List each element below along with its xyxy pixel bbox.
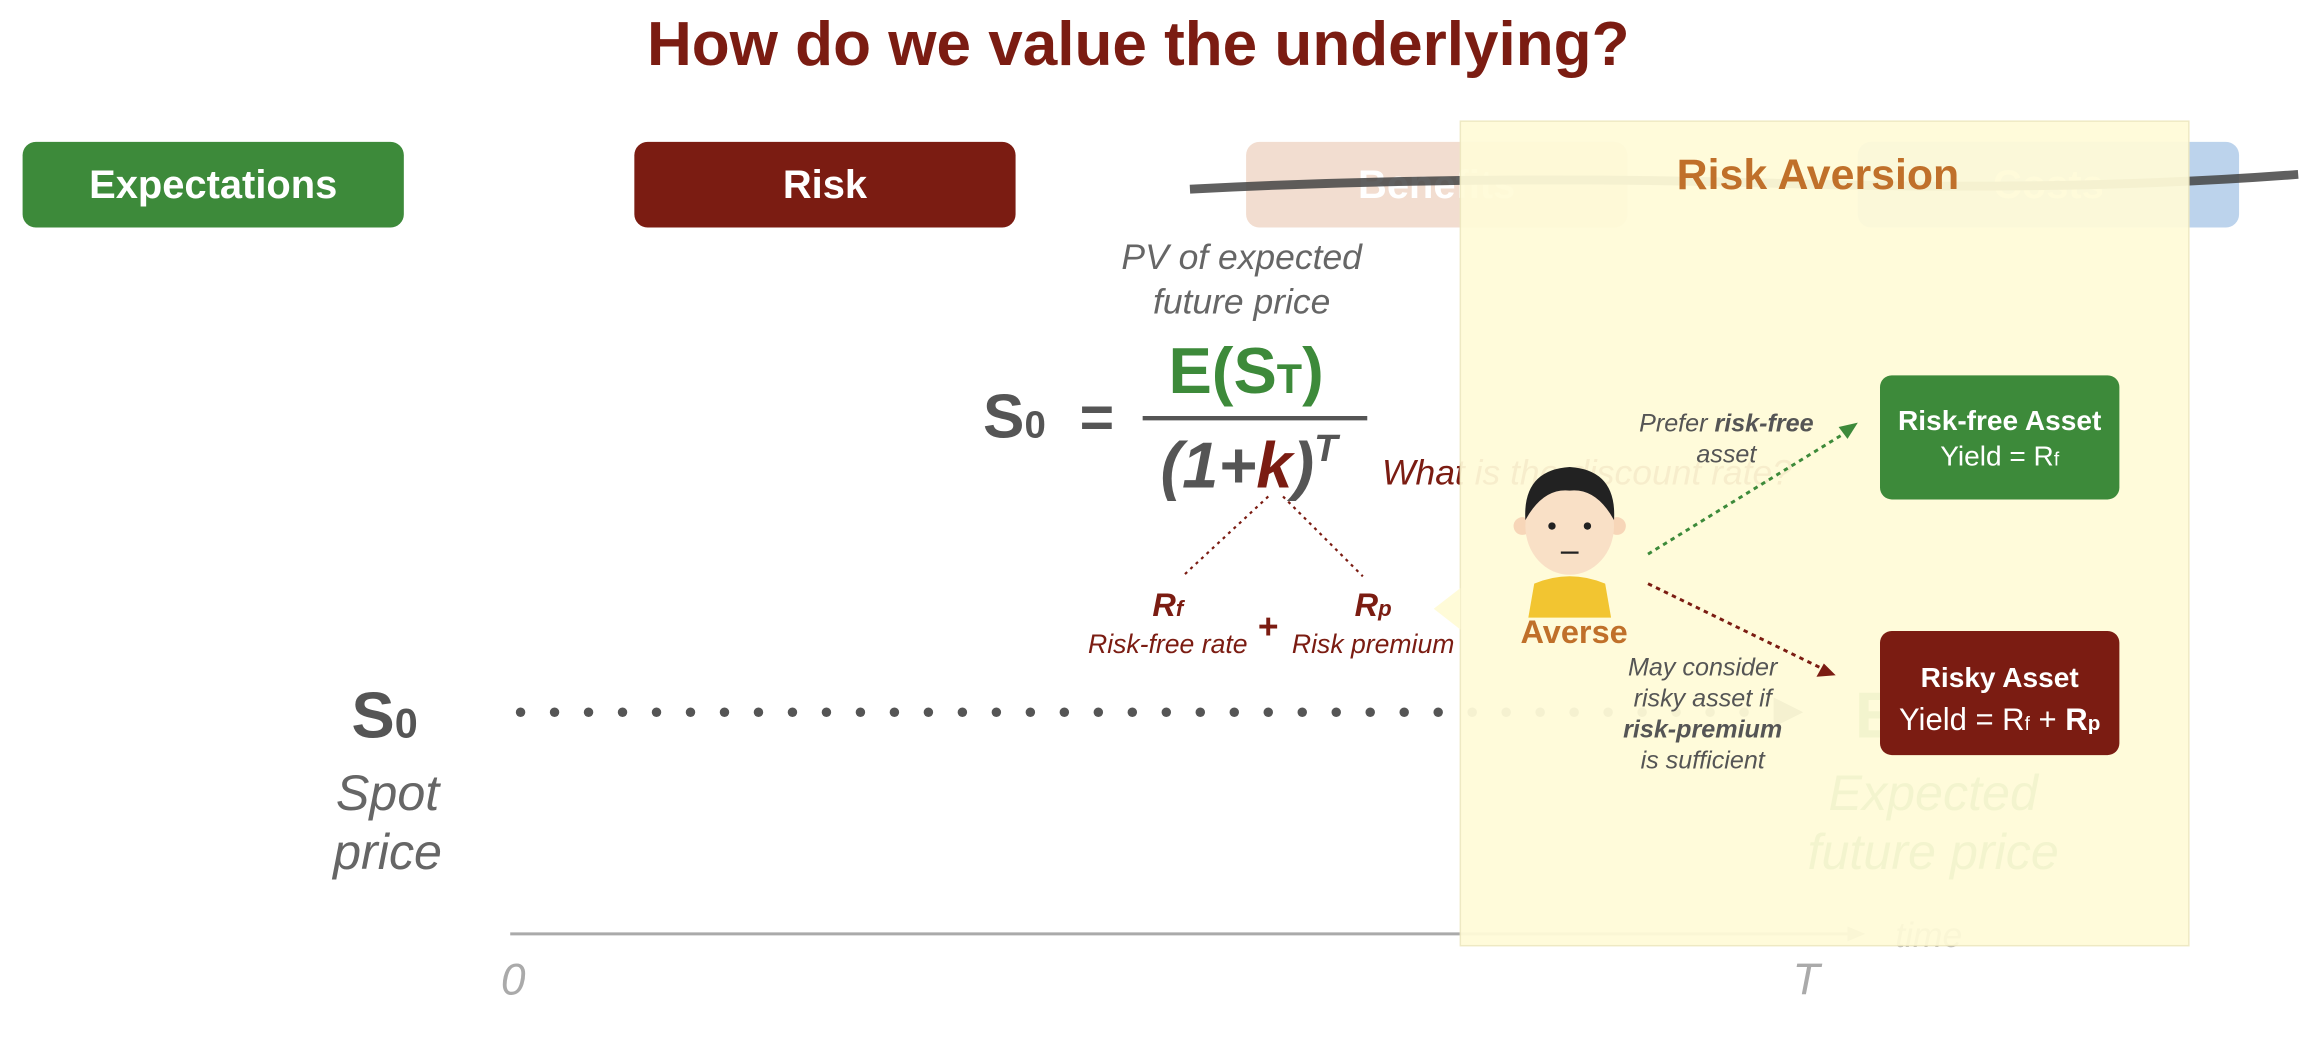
axis-end: T bbox=[1793, 955, 1823, 1004]
equals: = bbox=[1080, 383, 1115, 450]
denominator: (1+k)T bbox=[1161, 427, 1342, 502]
sub: 0 bbox=[1024, 403, 1045, 446]
sub: 0 bbox=[395, 700, 418, 746]
formula-lhs: S0 bbox=[983, 382, 1046, 451]
rf-label: Risk-free rate bbox=[1088, 629, 1248, 659]
dot bbox=[685, 707, 696, 717]
sub: f bbox=[2025, 714, 2031, 735]
dot bbox=[583, 707, 594, 717]
dot bbox=[1161, 707, 1172, 717]
dot bbox=[787, 707, 798, 717]
dot bbox=[957, 707, 968, 717]
arrowhead bbox=[1838, 422, 1858, 439]
sub: f bbox=[1176, 596, 1186, 621]
close: ) bbox=[1302, 334, 1324, 407]
rp-label: Risk premium bbox=[1292, 629, 1454, 659]
dot bbox=[1059, 707, 1070, 717]
asset-yield: Yield = Rf bbox=[1940, 440, 2060, 471]
text: Prefer bbox=[1639, 409, 1714, 437]
dot bbox=[1025, 707, 1036, 717]
dot bbox=[1229, 707, 1239, 717]
spot-label: price bbox=[331, 824, 442, 880]
tab-label[interactable]: Risk bbox=[783, 163, 868, 207]
overlay: Risk Aversion Averse Prefer risk-free as… bbox=[1433, 120, 2190, 947]
s: S bbox=[351, 678, 394, 751]
rp: Rp bbox=[1355, 587, 1392, 623]
asset-name: Risk-free Asset bbox=[1898, 405, 2101, 436]
caption: future price bbox=[1153, 281, 1330, 321]
dot bbox=[1399, 707, 1409, 717]
dot bbox=[719, 707, 730, 717]
dot bbox=[1331, 707, 1341, 717]
text: Yield = R bbox=[1940, 440, 2054, 471]
dot bbox=[753, 707, 764, 717]
pointer bbox=[1433, 588, 1461, 630]
r: R bbox=[1152, 587, 1176, 623]
e: E(S bbox=[1168, 334, 1276, 407]
connector bbox=[1282, 495, 1364, 578]
exp: T bbox=[1314, 427, 1341, 470]
consider: May consider bbox=[1628, 653, 1779, 681]
dot bbox=[855, 707, 866, 717]
dot bbox=[1365, 707, 1375, 717]
rf: Rf bbox=[1152, 587, 1185, 623]
connector bbox=[1181, 495, 1270, 578]
arrow bbox=[1647, 430, 1849, 556]
title: How do we value the underlying? bbox=[647, 10, 1630, 79]
plus: + bbox=[1258, 606, 1279, 646]
consider: is sufficient bbox=[1641, 746, 1766, 774]
dot bbox=[1127, 707, 1138, 717]
dot bbox=[1195, 707, 1206, 717]
dot bbox=[617, 707, 628, 717]
open: (1+ bbox=[1161, 429, 1257, 502]
dot bbox=[923, 707, 934, 717]
tab[interactable] bbox=[634, 141, 1016, 228]
dot bbox=[1297, 707, 1307, 717]
s: S bbox=[983, 382, 1024, 451]
dot bbox=[991, 707, 1002, 717]
k: k bbox=[1256, 429, 1295, 502]
asset-yield: Yield = Rf + Rp bbox=[1899, 702, 2100, 737]
dot bbox=[821, 707, 832, 717]
dot bbox=[515, 707, 526, 717]
sub: p bbox=[1377, 596, 1392, 621]
r: R bbox=[1355, 587, 1379, 623]
prefer: asset bbox=[1696, 441, 1757, 469]
asset-name: Risky Asset bbox=[1921, 662, 2079, 693]
dot bbox=[651, 707, 662, 717]
persona: Averse bbox=[1521, 614, 1628, 650]
dot bbox=[1093, 707, 1104, 717]
text: R bbox=[2065, 702, 2087, 737]
overlay-title: Risk Aversion bbox=[1677, 151, 1960, 199]
text: Yield = R bbox=[1899, 702, 2025, 737]
person bbox=[1513, 466, 1626, 618]
consider: risk-premium bbox=[1623, 715, 1782, 743]
sub: f bbox=[2054, 449, 2060, 470]
dot bbox=[889, 707, 900, 717]
caption: PV of expected bbox=[1121, 237, 1363, 277]
sub: p bbox=[2088, 712, 2101, 735]
text: + bbox=[2030, 702, 2065, 737]
tab-label[interactable]: Expectations bbox=[89, 163, 337, 207]
spot-label: Spot bbox=[336, 765, 441, 821]
arrowhead bbox=[1816, 663, 1836, 677]
asset-box bbox=[1880, 630, 2120, 756]
dot bbox=[1433, 707, 1443, 717]
prefer: Prefer risk-free bbox=[1639, 409, 1813, 437]
consider: risky asset if bbox=[1634, 684, 1775, 712]
dot bbox=[549, 707, 560, 717]
numerator: E(ST) bbox=[1168, 334, 1323, 407]
spot: S0 bbox=[351, 678, 417, 751]
sub: T bbox=[1277, 356, 1302, 402]
emphasis: risk-free bbox=[1714, 409, 1813, 437]
arrow bbox=[1647, 582, 1825, 671]
tab[interactable] bbox=[22, 141, 404, 228]
asset-box bbox=[1880, 375, 2120, 500]
axis-start: 0 bbox=[501, 955, 526, 1004]
dot bbox=[1263, 707, 1273, 717]
